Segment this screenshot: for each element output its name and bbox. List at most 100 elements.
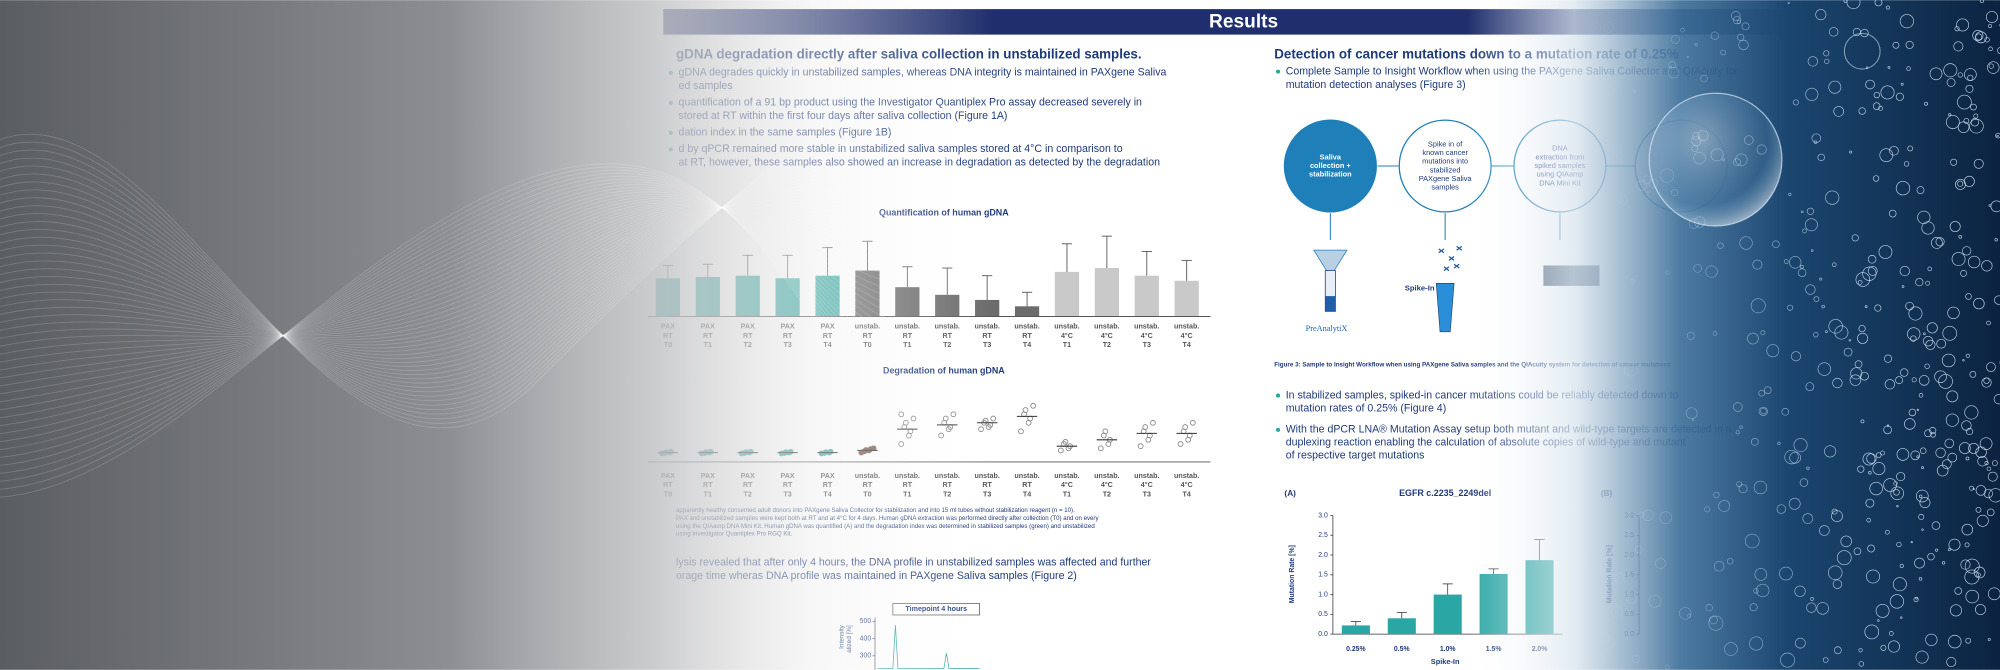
bubble	[1787, 304, 1794, 311]
bubble	[1892, 41, 1900, 49]
bubble	[1973, 158, 1984, 169]
bubble	[1802, 228, 1807, 234]
bubble	[1735, 430, 1740, 435]
bubble	[1907, 145, 1914, 152]
bullet-text: of respective target mutations	[1286, 450, 1425, 462]
bullet-text: mutation detection analyses (Figure 3)	[1286, 79, 1466, 91]
wave-line	[0, 175, 893, 371]
bubble	[1916, 186, 1925, 194]
bubble	[1944, 438, 1955, 449]
x-tick-label: RT	[1022, 481, 1032, 489]
bubble	[1893, 489, 1900, 496]
wave-line	[0, 206, 893, 346]
bubble	[1836, 550, 1852, 565]
bubble	[1792, 99, 1799, 106]
wave-line	[0, 205, 893, 349]
bubble	[1948, 538, 1961, 551]
wave-line	[0, 129, 894, 397]
bubble	[1655, 558, 1666, 569]
wave-line	[0, 195, 894, 403]
bubble	[1968, 442, 1980, 454]
bubble	[1788, 497, 1801, 510]
bubble	[1976, 572, 1981, 578]
bubble	[1709, 615, 1718, 625]
bubble	[1760, 330, 1766, 336]
bubble	[1903, 161, 1910, 167]
bubble	[1776, 504, 1787, 514]
bubble	[1988, 63, 1994, 69]
bubble	[1995, 132, 2000, 139]
bubble	[1833, 646, 1842, 655]
bubble	[1914, 557, 1925, 569]
bubble	[1910, 540, 1913, 544]
bubble	[1924, 101, 1928, 106]
bubble	[1766, 344, 1780, 358]
bubble	[1756, 583, 1770, 598]
bubble	[1824, 58, 1830, 64]
bubble	[1592, 142, 1603, 153]
bubble	[1896, 448, 1910, 461]
bubble	[1986, 466, 1992, 472]
logo: PreAnalytiX	[1306, 324, 1348, 333]
bubble	[1924, 429, 1932, 438]
wave-line	[0, 114, 894, 406]
bubble	[1873, 91, 1880, 99]
bubble	[1921, 466, 1924, 470]
bubble	[1946, 656, 1957, 667]
bubble	[1915, 650, 1929, 664]
left-fade	[0, 0, 995, 670]
bubble	[1990, 200, 2000, 213]
bubble	[1929, 67, 1943, 81]
bubble	[1739, 425, 1743, 429]
bubble	[1875, 604, 1890, 618]
bubble	[1926, 322, 1938, 334]
data-point	[1062, 439, 1069, 445]
wave-line	[0, 203, 893, 363]
bubble	[1581, 410, 1587, 416]
bubble	[1925, 633, 1938, 646]
bubble	[1680, 27, 1685, 33]
bubble	[1733, 402, 1743, 412]
wave-line	[0, 191, 893, 363]
bubble	[1750, 298, 1766, 314]
bubble	[1994, 238, 1998, 242]
wave-line	[0, 99, 894, 415]
bubble	[1638, 511, 1645, 518]
bubble	[1970, 118, 1980, 127]
bubble	[1624, 362, 1639, 377]
bubble	[1720, 49, 1726, 56]
bubble	[1849, 150, 1853, 154]
bubble	[1832, 377, 1843, 389]
bubble	[1878, 105, 1883, 111]
bubble	[1896, 472, 1906, 482]
bubble	[1800, 210, 1804, 214]
bubble	[1687, 613, 1692, 618]
bubble	[1961, 523, 1974, 536]
x-tick-label: T1	[1063, 490, 1071, 498]
bubble	[1893, 481, 1898, 486]
bubble	[1945, 413, 1959, 427]
bubble	[1981, 260, 1993, 272]
bubble	[1985, 11, 1998, 24]
bubble	[1825, 190, 1840, 205]
bubble	[1877, 619, 1880, 622]
bubble	[1694, 43, 1698, 47]
bar	[1054, 271, 1080, 317]
x-tick-label: T3	[1143, 490, 1151, 498]
bubble	[1679, 607, 1692, 620]
bubble	[1626, 593, 1637, 605]
bubble	[1754, 568, 1768, 581]
bubble	[1965, 84, 1974, 93]
bubble	[1817, 362, 1832, 376]
wave-line	[0, 166, 894, 490]
bubble	[1880, 644, 1887, 651]
bubble	[1686, 331, 1695, 340]
bubble	[1972, 30, 1984, 41]
bubble	[1975, 507, 1982, 513]
bubble	[1907, 327, 1921, 341]
x-tick-label: T4	[1023, 490, 1031, 498]
bubble	[1953, 41, 1964, 52]
bubble	[1862, 266, 1877, 281]
bubble	[1957, 94, 1972, 110]
